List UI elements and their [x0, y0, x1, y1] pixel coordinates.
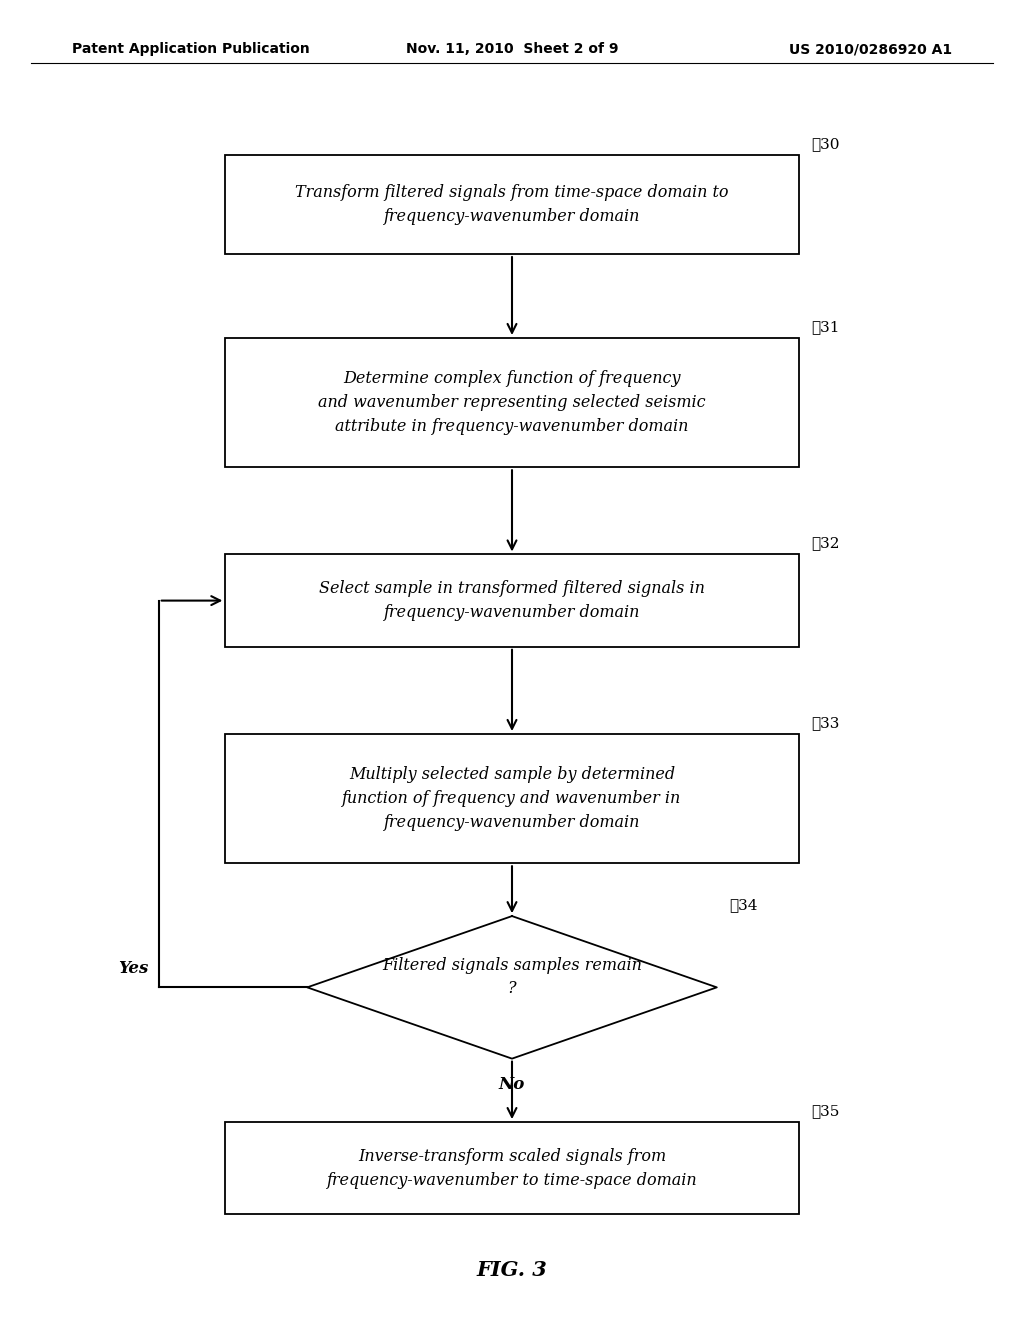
Text: US 2010/0286920 A1: US 2010/0286920 A1 [790, 42, 952, 57]
Text: ⸏32: ⸏32 [811, 536, 840, 550]
Bar [225, 338, 799, 467]
Text: Select sample in transformed filtered signals in
frequency-wavenumber domain: Select sample in transformed filtered si… [319, 579, 705, 622]
Bar [225, 554, 799, 647]
Text: ⸏30: ⸏30 [811, 137, 840, 152]
Text: Determine complex function of frequency
and wavenumber representing selected sei: Determine complex function of frequency … [318, 370, 706, 436]
Text: ⸏35: ⸏35 [811, 1104, 840, 1118]
Text: Yes: Yes [118, 960, 148, 977]
Text: Transform filtered signals from time-space domain to
frequency-wavenumber domain: Transform filtered signals from time-spa… [295, 183, 729, 226]
Text: ⸏34: ⸏34 [729, 898, 758, 912]
Text: ⸏31: ⸏31 [811, 319, 840, 334]
Text: Filtered signals samples remain
?: Filtered signals samples remain ? [382, 957, 642, 997]
Bar [225, 1122, 799, 1214]
Text: ⸏33: ⸏33 [811, 715, 840, 730]
Bar [225, 734, 799, 863]
Text: Inverse-transform scaled signals from
frequency-wavenumber to time-space domain: Inverse-transform scaled signals from fr… [327, 1147, 697, 1189]
Polygon shape [307, 916, 717, 1059]
Text: No: No [499, 1076, 525, 1093]
Text: Multiply selected sample by determined
function of frequency and wavenumber in
f: Multiply selected sample by determined f… [342, 766, 682, 832]
Text: Nov. 11, 2010  Sheet 2 of 9: Nov. 11, 2010 Sheet 2 of 9 [406, 42, 618, 57]
Text: Patent Application Publication: Patent Application Publication [72, 42, 309, 57]
Bar [225, 154, 799, 253]
Text: FIG. 3: FIG. 3 [476, 1259, 548, 1280]
